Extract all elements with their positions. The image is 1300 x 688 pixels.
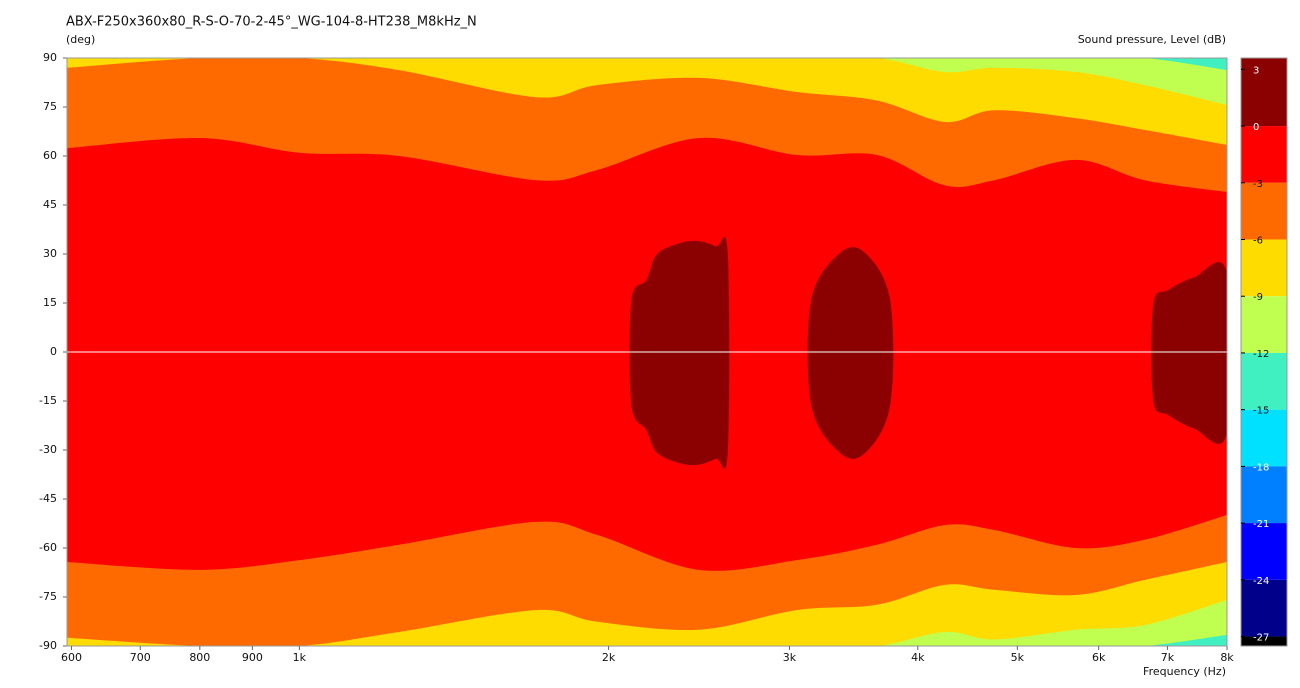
y-tick-label: -75: [39, 590, 57, 603]
colorbar-segment: [1241, 352, 1287, 410]
colorbar-tick-label: 0: [1253, 122, 1259, 133]
y-tick-label: 15: [43, 296, 57, 309]
y-tick-label: -30: [39, 443, 57, 456]
colorbar-segment: [1241, 58, 1287, 127]
y-tick-label: 90: [43, 51, 57, 64]
colorbar-tick-label: -18: [1253, 462, 1269, 473]
chart-title: ABX-F250x360x80_R-S-O-70-2-45°_WG-104-8-…: [66, 15, 477, 30]
contour-island: [807, 247, 894, 459]
contour-island: [629, 237, 730, 469]
y-tick-label: 0: [50, 345, 57, 358]
y-tick-label: -90: [39, 639, 57, 652]
x-tick-label: 6k: [1092, 651, 1106, 664]
colorbar-segment: [1241, 466, 1287, 524]
colorbar-tick-label: -21: [1253, 519, 1269, 530]
y-tick-label: 30: [43, 247, 57, 260]
colorbar-tick-label: 3: [1253, 65, 1259, 76]
colorbar-segment: [1241, 239, 1287, 297]
colorbar-segment: [1241, 636, 1287, 646]
colorbar-label: Sound pressure, Level (dB): [1078, 33, 1226, 46]
x-axis-label: Frequency (Hz): [1143, 665, 1226, 678]
x-tick-label: 4k: [911, 651, 925, 664]
colorbar-tick-label: -27: [1253, 633, 1269, 644]
colorbar-tick-label: -15: [1253, 406, 1269, 417]
contour-island: [1151, 262, 1227, 444]
colorbar-segment: [1241, 296, 1287, 353]
colorbar-segment: [1241, 126, 1287, 183]
x-tick-label: 8k: [1220, 651, 1234, 664]
colorbar-segment: [1241, 579, 1287, 637]
y-tick-label: -15: [39, 394, 57, 407]
x-tick-label: 3k: [783, 651, 797, 664]
x-tick-label: 5k: [1011, 651, 1025, 664]
x-tick-label: 800: [189, 651, 210, 664]
y-tick-label: -45: [39, 492, 57, 505]
y-axis-label: (deg): [66, 33, 95, 46]
y-tick-label: 75: [43, 100, 57, 113]
plot-frame: [66, 57, 1228, 647]
colorbar-tick-label: -3: [1253, 179, 1263, 190]
x-tick-label: 1k: [293, 651, 307, 664]
colorbar-segment: [1241, 182, 1287, 240]
colorbar-segment: [1241, 523, 1287, 580]
x-tick-label: 7k: [1161, 651, 1175, 664]
x-tick-label: 900: [242, 651, 263, 664]
colorbar-segment: [1241, 409, 1287, 467]
y-tick-label: 60: [43, 149, 57, 162]
x-tick-label: 700: [130, 651, 151, 664]
x-tick-label: 600: [61, 651, 82, 664]
colorbar-frame: [1240, 57, 1288, 647]
colorbar-tick-label: -24: [1253, 576, 1269, 587]
colorbar-tick-label: -12: [1253, 349, 1269, 360]
y-tick-label: -60: [39, 541, 57, 554]
y-tick-label: 45: [43, 198, 57, 211]
colorbar-tick-label: -6: [1253, 236, 1263, 247]
colorbar-tick-label: -9: [1253, 292, 1263, 303]
x-tick-label: 2k: [602, 651, 616, 664]
